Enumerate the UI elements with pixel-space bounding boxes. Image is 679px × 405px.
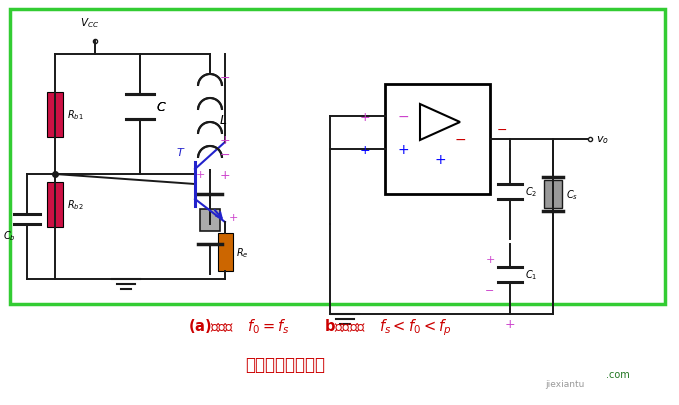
Text: $C_s$: $C_s$ — [566, 188, 579, 201]
Text: $R_e$: $R_e$ — [236, 245, 249, 259]
Text: $C_2$: $C_2$ — [525, 185, 537, 198]
Text: −: − — [397, 110, 409, 124]
Bar — [218, 233, 233, 271]
Bar — [115, 55, 255, 175]
Text: +: + — [485, 254, 495, 264]
Text: +: + — [196, 170, 204, 179]
Text: +: + — [220, 133, 231, 146]
Text: −: − — [220, 71, 230, 84]
Text: −: − — [497, 123, 507, 136]
Bar — [544, 181, 562, 209]
Text: $C_1$: $C_1$ — [525, 267, 537, 281]
Text: .com: .com — [606, 369, 630, 379]
Text: (a)串联型   $f_0=f_s$       b）并联型   $f_s<f_0<f_p$: (a)串联型 $f_0=f_s$ b）并联型 $f_s<f_0<f_p$ — [188, 317, 452, 337]
Text: −: − — [220, 148, 230, 161]
Text: +: + — [360, 143, 370, 156]
Text: +: + — [397, 143, 409, 157]
Text: +: + — [434, 153, 446, 166]
Text: +: + — [504, 317, 515, 330]
Bar — [47, 183, 63, 228]
Text: 石英晶体振荡电路: 石英晶体振荡电路 — [245, 355, 325, 373]
Text: $C_b$: $C_b$ — [3, 228, 16, 242]
Text: +: + — [360, 110, 370, 123]
Bar — [10, 10, 665, 304]
Text: C: C — [156, 100, 165, 113]
Bar — [200, 209, 220, 231]
Text: $R_{b2}$: $R_{b2}$ — [67, 198, 84, 211]
Polygon shape — [420, 105, 460, 141]
Bar — [385, 85, 490, 194]
Text: −: − — [454, 133, 466, 147]
Text: C: C — [156, 100, 165, 113]
Text: T: T — [177, 148, 183, 158]
Text: +: + — [220, 168, 231, 181]
Text: jiexiantu: jiexiantu — [545, 379, 585, 388]
Text: $V_{CC}$: $V_{CC}$ — [80, 16, 100, 30]
Text: $v_o$: $v_o$ — [596, 134, 609, 145]
Text: −: − — [485, 285, 495, 295]
Text: $R_{b1}$: $R_{b1}$ — [67, 108, 84, 122]
Text: +: + — [228, 213, 238, 222]
Bar — [47, 93, 63, 138]
Text: L: L — [220, 113, 227, 126]
